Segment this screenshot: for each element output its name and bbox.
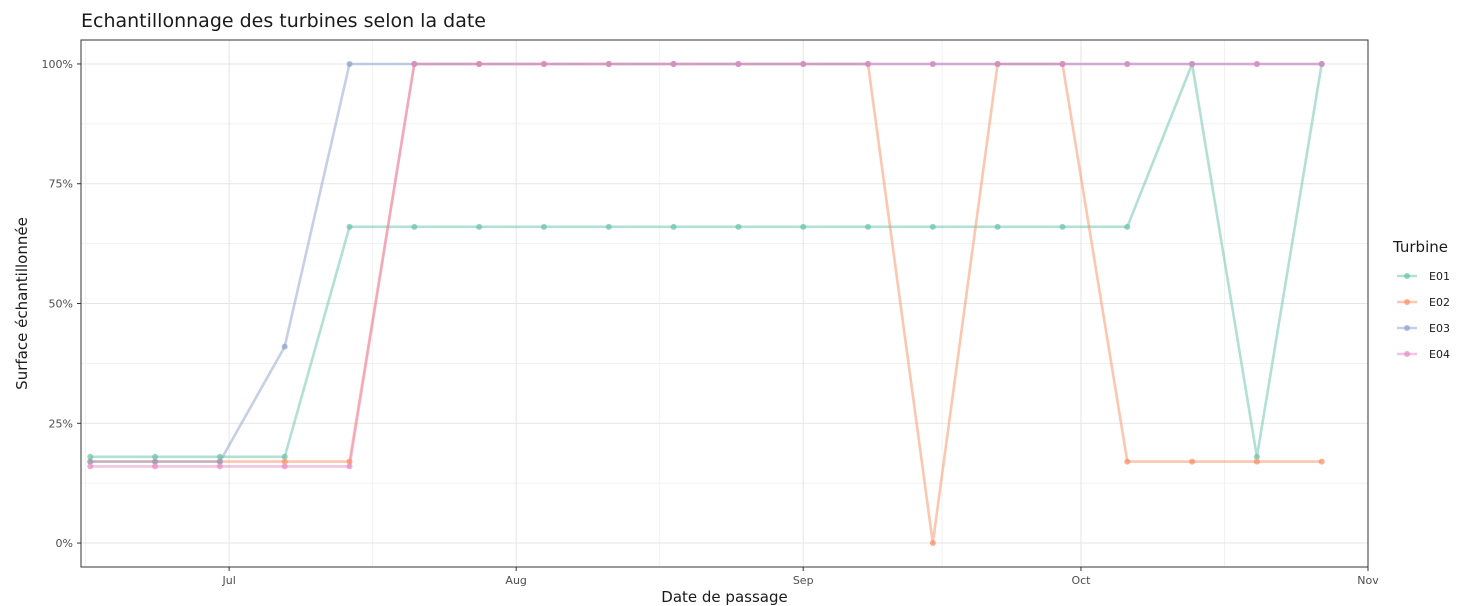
data-point-e01 (1253, 453, 1260, 460)
data-point-e04 (1124, 60, 1131, 67)
legend-label: E03 (1429, 322, 1450, 335)
y-tick-label: 50% (49, 298, 73, 311)
data-point-e01 (281, 453, 288, 460)
data-point-e04 (411, 60, 418, 67)
data-point-e04 (1189, 60, 1196, 67)
data-point-e04 (476, 60, 483, 67)
legend-item-e02: E02 (1397, 296, 1450, 309)
y-axis: 0% 25% 50% 75% 100% (42, 58, 81, 550)
data-point-e01 (476, 223, 483, 230)
legend: Turbine E01 E02 E03 E04 (1392, 238, 1450, 361)
data-point-e02 (1318, 458, 1325, 465)
data-point-e04 (152, 463, 159, 470)
data-point-e04 (800, 60, 807, 67)
data-point-e01 (216, 453, 223, 460)
data-point-e01 (994, 223, 1001, 230)
data-point-e03 (281, 343, 288, 350)
x-tick-label: Sep (793, 574, 814, 587)
data-point-e02 (281, 458, 288, 465)
data-point-e01 (346, 223, 353, 230)
data-point-e01 (1124, 223, 1131, 230)
x-tick-label: Oct (1071, 574, 1091, 587)
series-points (87, 60, 1325, 547)
y-tick-label: 25% (49, 417, 73, 430)
data-point-e03 (87, 458, 94, 465)
legend-key-point (1404, 273, 1410, 279)
data-point-e04 (605, 60, 612, 67)
data-point-e03 (216, 458, 223, 465)
series-line-e04 (90, 62, 1322, 468)
data-point-e01 (1059, 223, 1066, 230)
data-point-e01 (670, 223, 677, 230)
y-tick-label: 0% (56, 537, 73, 550)
data-point-e04 (865, 60, 872, 67)
x-tick-label: Jul (222, 574, 236, 587)
data-point-e01 (735, 223, 742, 230)
data-point-e01 (87, 453, 94, 460)
data-point-e04 (735, 60, 742, 67)
chart-title: Echantillonnage des turbines selon la da… (81, 10, 486, 32)
data-point-e04 (540, 60, 547, 67)
x-tick-label: Aug (505, 574, 526, 587)
data-point-e04 (670, 60, 677, 67)
data-point-e01 (929, 223, 936, 230)
data-point-e02 (346, 458, 353, 465)
data-point-e04 (994, 60, 1001, 67)
data-point-e03 (152, 458, 159, 465)
legend-title: Turbine (1392, 238, 1448, 256)
legend-key-point (1404, 351, 1410, 357)
data-point-e02 (1124, 458, 1131, 465)
legend-item-e01: E01 (1397, 270, 1450, 283)
series-lines (90, 62, 1323, 545)
x-tick-label: Nov (1357, 574, 1379, 587)
data-point-e04 (1059, 60, 1066, 67)
data-point-e04 (346, 463, 353, 470)
data-point-e04 (929, 60, 936, 67)
data-point-e04 (216, 463, 223, 470)
legend-key-point (1404, 325, 1410, 331)
series-line-e01 (90, 62, 1323, 459)
data-point-e03 (346, 60, 353, 67)
data-point-e04 (1253, 60, 1260, 67)
y-tick-label: 100% (42, 58, 73, 71)
legend-item-e03: E03 (1397, 322, 1450, 335)
legend-item-e04: E04 (1397, 348, 1450, 361)
data-point-e04 (1318, 60, 1325, 67)
legend-key-point (1404, 299, 1410, 305)
data-point-e01 (605, 223, 612, 230)
y-tick-label: 75% (49, 178, 73, 191)
x-axis: Jul Aug Sep Oct Nov (222, 567, 1379, 587)
data-point-e02 (1189, 458, 1196, 465)
x-axis-title: Date de passage (661, 588, 787, 606)
legend-label: E01 (1429, 270, 1450, 283)
data-point-e04 (87, 463, 94, 470)
data-point-e02 (1253, 458, 1260, 465)
data-point-e01 (152, 453, 159, 460)
data-point-e01 (411, 223, 418, 230)
data-point-e04 (281, 463, 288, 470)
grid-major (81, 40, 1368, 567)
legend-label: E04 (1429, 348, 1450, 361)
y-axis-title: Surface échantillonnée (13, 217, 31, 390)
data-point-e01 (865, 223, 872, 230)
data-point-e01 (800, 223, 807, 230)
data-point-e02 (929, 540, 936, 547)
legend-label: E02 (1429, 296, 1450, 309)
data-point-e01 (540, 223, 547, 230)
